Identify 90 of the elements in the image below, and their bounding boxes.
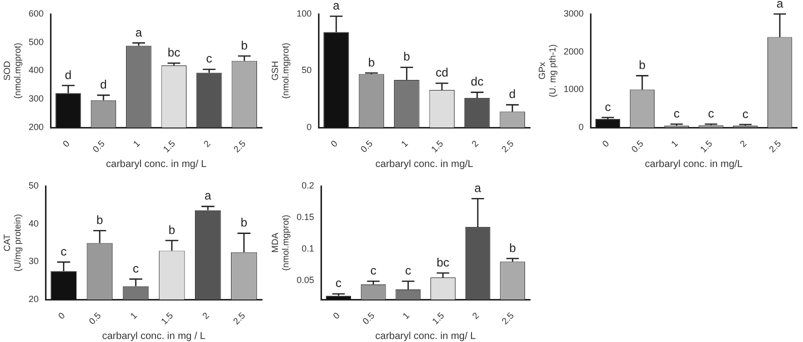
x-tick-label: 1 (399, 138, 410, 150)
x-tick-label: 0 (60, 138, 72, 150)
y-axis-title: CAT (U/mg protein) (2, 214, 23, 272)
y-tick-label: 50 (302, 65, 312, 76)
y-tick-label: 0.1 (302, 244, 314, 254)
y-tick-label: 0.2 (302, 180, 314, 190)
y-tick-label: 0.15 (296, 212, 314, 222)
annotation: a (204, 188, 212, 203)
annotation: cd (436, 66, 448, 80)
y-axis-title: MDA (nmol.mgprot) (270, 214, 291, 271)
y-tick-label: 20 (28, 294, 39, 304)
annotation: d (64, 68, 72, 82)
annotation: b (368, 55, 376, 70)
y-tick-label: 0 (578, 122, 584, 132)
x-tick-label: 0.5 (360, 310, 377, 326)
y-tick-label: 30 (28, 256, 39, 266)
x-tick-label: 2.5 (767, 138, 783, 154)
x-tick-label: 1 (131, 138, 142, 150)
x-tick-label: 1 (669, 138, 680, 150)
y-axis-title: GSH (nmol.mgprot) (270, 42, 291, 99)
annotation: a (332, 0, 340, 13)
x-tick-label: 2 (738, 138, 749, 150)
annotation: c (405, 264, 412, 278)
annotation: bc (168, 45, 180, 60)
y-axis-title: GPx (U. mg pth-1) (536, 44, 558, 98)
annotation: c (336, 276, 342, 290)
y-tick-label: 1000 (564, 84, 584, 94)
x-tick-label: 2.5 (500, 138, 516, 154)
x-tick-label: 2 (470, 138, 480, 150)
annotation: c (674, 106, 680, 120)
y-tick-label: 50 (28, 180, 39, 190)
y-tick-label: 600 (28, 8, 44, 18)
annotation: dc (470, 74, 484, 89)
x-tick-label: 2.5 (231, 310, 248, 326)
x-tick-label: 0.5 (629, 138, 646, 154)
annotation: c (708, 106, 714, 120)
x-tick-label: 2.5 (500, 310, 516, 326)
y-tick-label: 0.05 (296, 275, 314, 286)
x-tick-label: 1 (400, 310, 412, 322)
y-tick-label: 2000 (564, 46, 584, 56)
x-tick-label: 2.5 (232, 138, 248, 154)
annotation: b (168, 222, 176, 237)
y-axis-title: SOD (nmol.mgprot) (2, 42, 23, 99)
x-tick-label: 1.5 (161, 138, 178, 154)
y-tick-label: 500 (28, 36, 44, 47)
annotation: c (206, 52, 212, 66)
annotation: b (509, 240, 516, 255)
x-tick-label: 0.5 (90, 138, 107, 154)
x-axis-title: carbaryl conc. in mg / L (102, 330, 206, 342)
x-tick-label: 2 (470, 310, 481, 322)
annotation: b (403, 50, 410, 64)
annotation: c (604, 100, 611, 114)
x-tick-label: 2 (202, 138, 212, 150)
annotation: a (776, 0, 784, 10)
annotation: a (474, 180, 482, 195)
annotation: b (638, 58, 646, 72)
x-tick-label: 0.5 (358, 138, 375, 154)
annotation: d (509, 87, 516, 102)
y-tick-label: 100 (296, 8, 312, 18)
x-tick-label: 2 (200, 310, 212, 322)
x-axis-title: carbaryl conc. in mg/L (644, 158, 744, 170)
x-tick-label: 1.5 (430, 310, 446, 326)
x-tick-label: 1 (128, 310, 139, 322)
annotation: b (96, 212, 104, 227)
annotation: c (742, 106, 748, 121)
x-axis-title: carbaryl conc. in mg/ L (375, 330, 476, 342)
y-tick-label: 400 (28, 65, 44, 76)
x-tick-label: 1.5 (698, 138, 714, 154)
annotation: c (370, 264, 376, 278)
annotation: c (60, 244, 67, 258)
annotation: b (241, 38, 248, 52)
annotation: a (135, 25, 142, 40)
annotation: c (132, 261, 139, 276)
annotation: d (100, 77, 107, 92)
y-tick-label: 40 (28, 218, 39, 228)
y-tick-label: 0 (306, 122, 312, 132)
y-tick-label: 300 (28, 94, 44, 104)
x-axis-title: carbaryl conc. in mg/L (375, 158, 474, 170)
y-tick-label: 200 (28, 122, 44, 132)
x-tick-label: 0 (56, 310, 67, 322)
x-tick-label: 0.5 (86, 310, 103, 326)
x-axis-title: carbaryl conc. in mg/ L (106, 158, 208, 170)
annotation: b (240, 216, 248, 230)
x-tick-label: 0 (331, 310, 342, 322)
annotation: bc (436, 255, 450, 270)
y-tick-label: 3000 (564, 8, 584, 18)
x-tick-label: 1.5 (429, 138, 446, 154)
x-tick-label: 0 (600, 138, 611, 150)
x-tick-label: 1.5 (159, 310, 176, 326)
x-tick-label: 0 (328, 138, 340, 150)
